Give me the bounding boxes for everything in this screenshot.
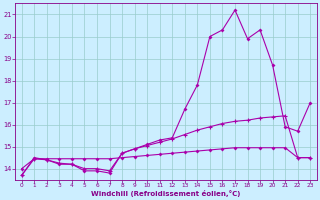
X-axis label: Windchill (Refroidissement éolien,°C): Windchill (Refroidissement éolien,°C) bbox=[91, 190, 241, 197]
